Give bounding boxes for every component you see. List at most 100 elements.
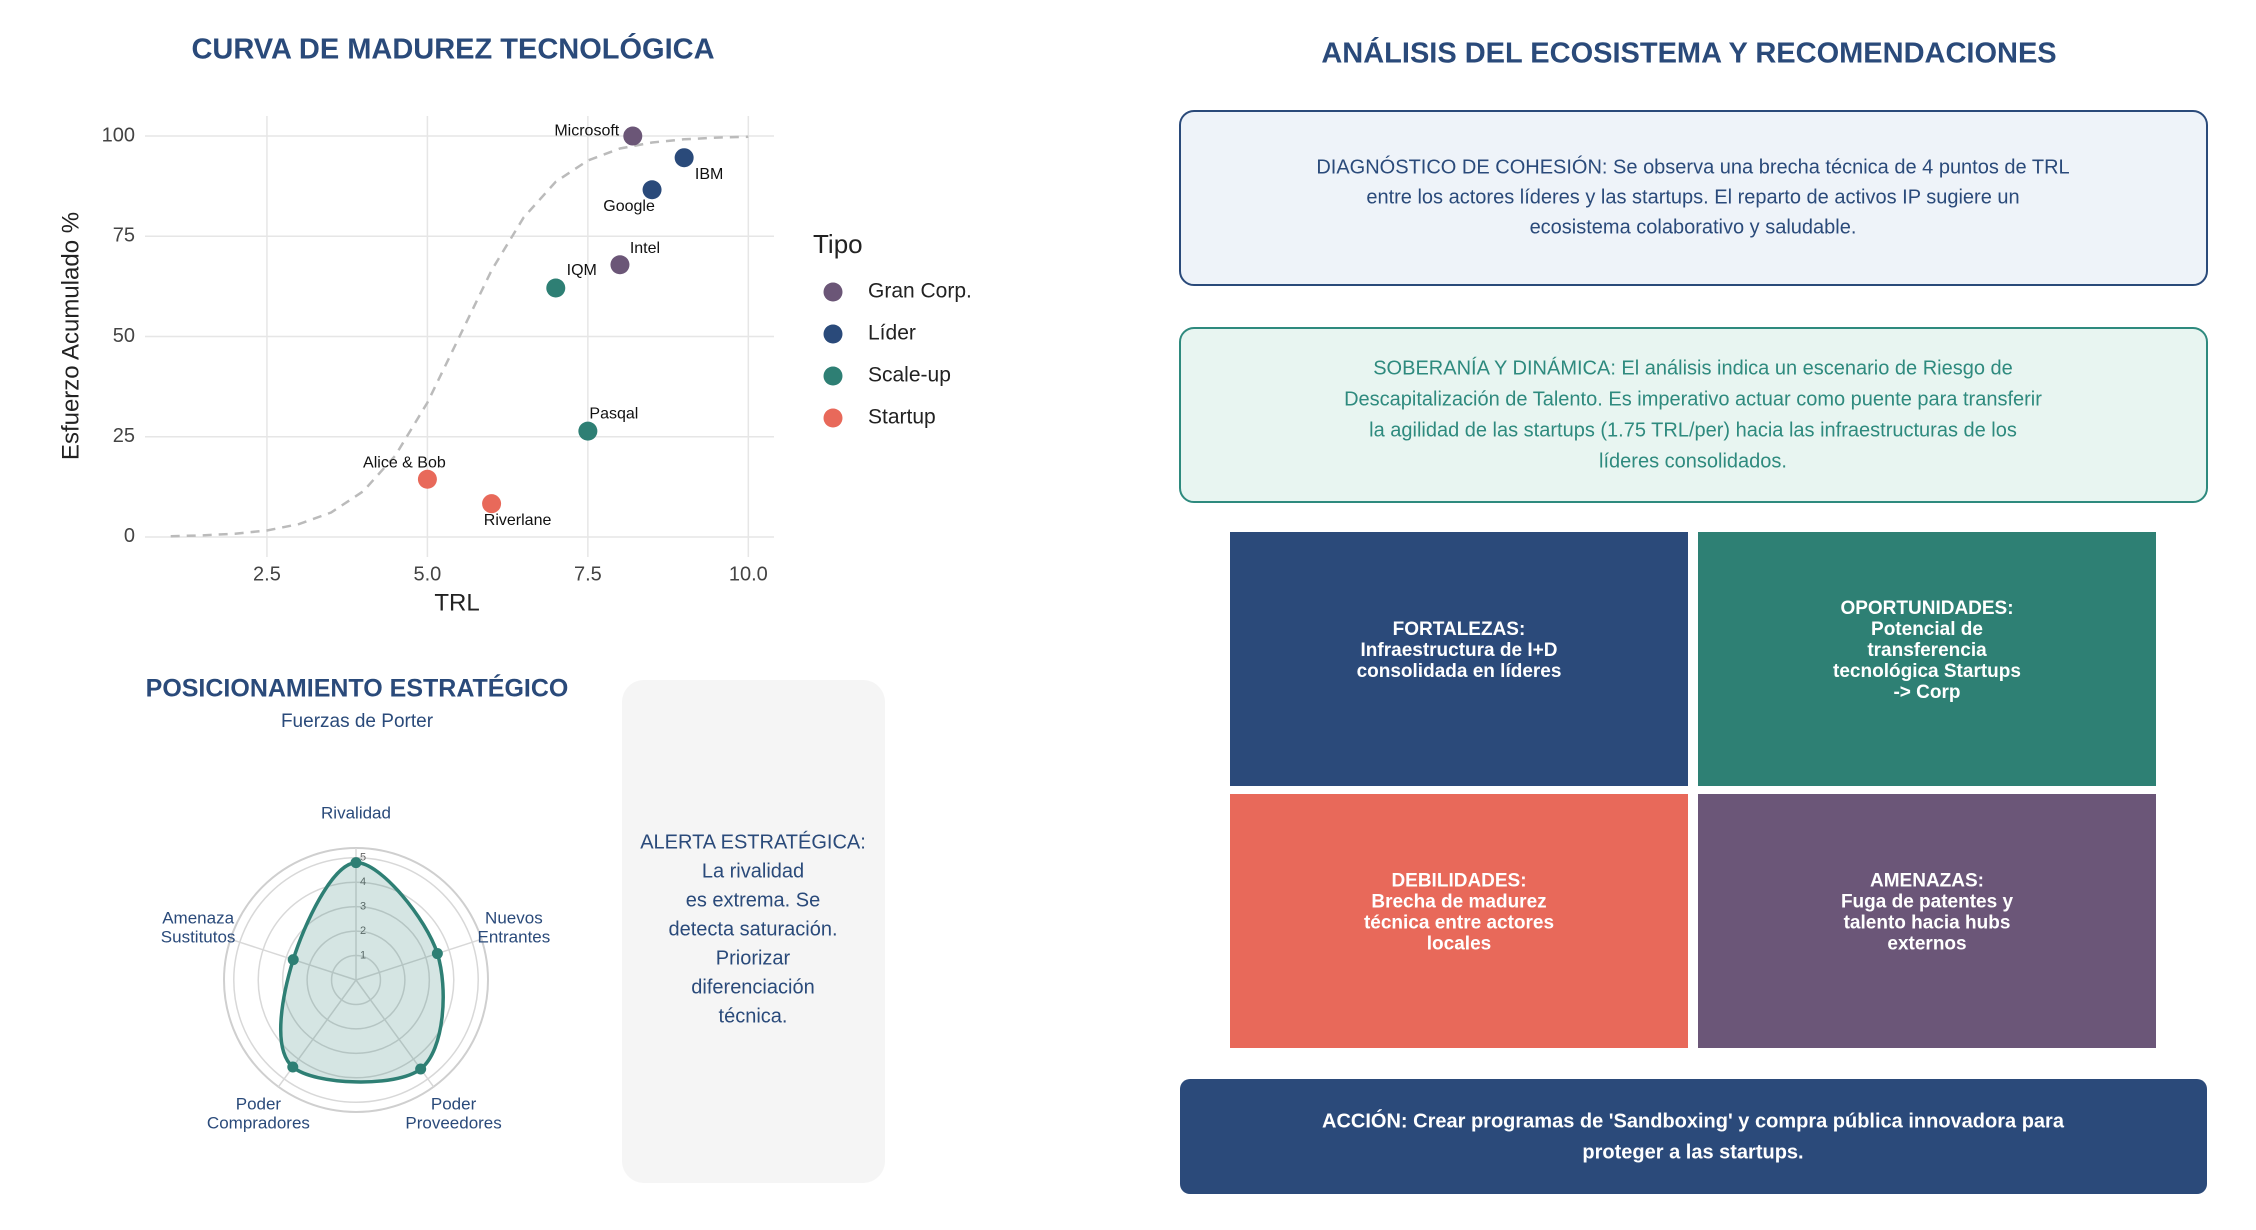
swot-text: consolidada en líderes xyxy=(1357,661,1562,682)
sovereignty-box xyxy=(1179,327,2208,503)
radar-axis-label: Sustitutos xyxy=(161,928,236,947)
point xyxy=(578,421,598,441)
swot-text: locales xyxy=(1427,934,1491,955)
swot-text: talento hacia hubs xyxy=(1844,913,2011,934)
scatter-title: CURVA DE MADUREZ TECNOLÓGICA xyxy=(191,32,714,66)
action-text: ACCIÓN: Crear programas de 'Sandboxing' … xyxy=(1322,1108,2065,1132)
swot-cell xyxy=(1230,794,1688,1048)
point-label: Microsoft xyxy=(554,122,619,139)
point-label: IQM xyxy=(567,262,597,279)
radar-tick-label: 2 xyxy=(360,925,366,937)
radar-axis-label: Amenaza xyxy=(162,909,234,928)
radar-axis-label: Compradores xyxy=(207,1113,310,1132)
point xyxy=(417,469,437,489)
y-axis-label: Esfuerzo Acumulado % xyxy=(57,212,84,460)
point xyxy=(610,255,630,275)
swot-heading: AMENAZAS: xyxy=(1870,871,1984,892)
radar-point xyxy=(431,948,443,960)
radar-axis-label: Rivalidad xyxy=(321,803,391,822)
y-tick-label: 50 xyxy=(113,325,135,347)
swot-text: Brecha de madurez xyxy=(1371,892,1546,913)
swot-text: Infraestructura de I+D xyxy=(1361,640,1558,661)
swot-cell xyxy=(1698,532,2156,786)
legend-title: Tipo xyxy=(813,229,863,259)
alert-text: diferenciación xyxy=(691,976,814,998)
legend-swatch xyxy=(823,408,843,428)
point xyxy=(642,180,662,200)
radar-title: POSICIONAMIENTO ESTRATÉGICO xyxy=(146,674,569,703)
legend-swatch xyxy=(823,366,843,386)
radar-spoke xyxy=(355,938,482,981)
alert-text: ALERTA ESTRATÉGICA: xyxy=(640,830,866,853)
y-tick-label: 0 xyxy=(124,525,135,547)
radar-axis-label: Nuevos xyxy=(485,909,543,928)
sovereignty-text: Descapitalización de Talento. Es imperat… xyxy=(1344,388,2042,410)
y-tick-label: 100 xyxy=(102,124,135,146)
radar-point xyxy=(415,1063,427,1075)
x-tick-label: 5.0 xyxy=(414,563,442,585)
diagnosis-text: entre los actores líderes y las startups… xyxy=(1366,186,2019,208)
swot-text: -> Corp xyxy=(1893,682,1960,703)
radar-tick-label: 1 xyxy=(360,949,366,961)
point xyxy=(482,494,502,514)
radar-tick-label: 5 xyxy=(360,852,366,864)
radar-axis-label: Proveedores xyxy=(405,1113,501,1132)
radar-area xyxy=(279,860,445,1084)
legend-label: Startup xyxy=(868,406,936,429)
alert-box xyxy=(622,680,885,1183)
legend-label: Scale-up xyxy=(868,364,951,387)
swot-text: técnica entre actores xyxy=(1364,913,1554,934)
swot-text: tecnológica Startups xyxy=(1833,661,2021,682)
x-tick-label: 7.5 xyxy=(574,563,602,585)
reference-curve xyxy=(170,135,749,538)
radar-axis-label: Poder xyxy=(236,1094,282,1113)
sovereignty-text: líderes consolidados. xyxy=(1599,450,1787,472)
legend-swatch xyxy=(823,282,843,302)
radar-axis-label: Entrantes xyxy=(477,928,550,947)
radar-axis-label: Poder xyxy=(431,1094,477,1113)
radar-subtitle: Fuerzas de Porter xyxy=(281,711,434,732)
analysis-title: ANÁLISIS DEL ECOSISTEMA Y RECOMENDACIONE… xyxy=(1321,36,2056,70)
sovereignty-text: SOBERANÍA Y DINÁMICA: El análisis indica… xyxy=(1373,356,2013,379)
swot-cell xyxy=(1698,794,2156,1048)
point xyxy=(623,126,643,146)
point xyxy=(546,278,566,298)
legend-swatch xyxy=(823,324,843,344)
radar-point xyxy=(287,954,299,966)
diagnosis-text: DIAGNÓSTICO DE COHESIÓN: Se observa una … xyxy=(1316,155,2069,178)
radar-point xyxy=(287,1061,299,1073)
legend-label: Gran Corp. xyxy=(868,280,972,303)
alert-text: Priorizar xyxy=(716,947,791,969)
radar-point xyxy=(350,857,362,869)
alert-text: es extrema. Se xyxy=(686,889,821,911)
point-label: Pasqal xyxy=(589,405,638,422)
swot-heading: DEBILIDADES: xyxy=(1391,871,1526,892)
sovereignty-text: la agilidad de las startups (1.75 TRL/pe… xyxy=(1369,419,2017,441)
swot-text: Fuga de patentes y xyxy=(1841,892,2014,913)
radar-tick-label: 4 xyxy=(360,876,366,888)
alert-text: técnica. xyxy=(719,1005,788,1027)
point-label: Google xyxy=(603,198,655,215)
swot-text: Potencial de xyxy=(1871,619,1983,640)
swot-heading: OPORTUNIDADES: xyxy=(1840,598,2013,619)
x-tick-label: 10.0 xyxy=(729,563,768,585)
swot-cell xyxy=(1230,532,1688,786)
point-label: Alice & Bob xyxy=(363,454,446,471)
y-tick-label: 75 xyxy=(113,225,135,247)
y-tick-label: 25 xyxy=(113,425,135,447)
diagnosis-text: ecosistema colaborativo y saludable. xyxy=(1530,216,1857,238)
radar-tick-label: 3 xyxy=(360,901,366,913)
point-label: IBM xyxy=(695,166,723,183)
alert-text: La rivalidad xyxy=(702,860,804,882)
diagnosis-box xyxy=(1179,110,2208,286)
x-tick-label: 2.5 xyxy=(253,563,281,585)
swot-text: externos xyxy=(1887,934,1966,955)
action-text: proteger a las startups. xyxy=(1582,1141,1803,1163)
action-box xyxy=(1180,1079,2207,1194)
point-label: Riverlane xyxy=(484,512,552,529)
alert-text: detecta saturación. xyxy=(669,918,838,940)
legend-label: Líder xyxy=(868,322,916,345)
swot-heading: FORTALEZAS: xyxy=(1393,619,1526,640)
